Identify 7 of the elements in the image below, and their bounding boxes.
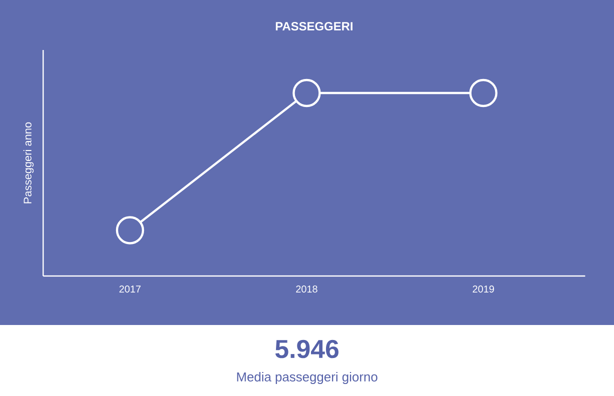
x-tick-label: 2018 [296, 286, 318, 293]
y-axis-title: Passeggeri anno [23, 122, 34, 204]
text: 5.946 [275, 340, 338, 358]
x-tick-label: 2019 [472, 286, 494, 293]
chart-title: PASSEGGERI [276, 22, 352, 30]
text: Media passeggeri giorno [237, 372, 378, 384]
x-tick-label: 2017 [119, 286, 141, 293]
